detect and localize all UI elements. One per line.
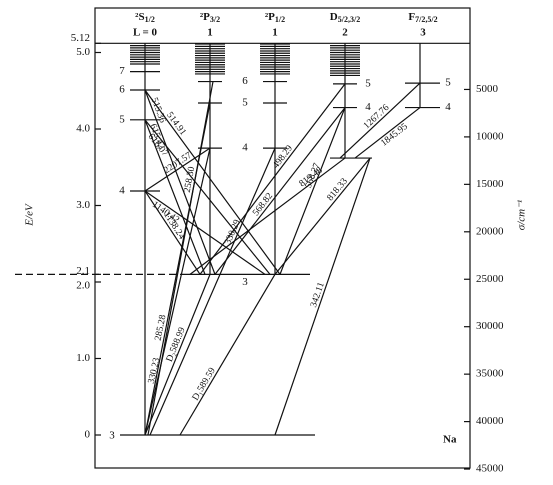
right-tick-label: 20000 [476, 225, 504, 237]
right-tick-label: 10000 [476, 130, 504, 142]
level-label: 3 [242, 276, 248, 288]
transition-line [144, 89, 216, 275]
orbital-l: 2 [342, 27, 348, 39]
transition-label: D₁589.59 [191, 366, 218, 403]
term-sub: 1/2 [275, 15, 285, 24]
term-letter: ²P [200, 11, 210, 23]
term-sub: 3/2 [210, 15, 220, 24]
level-label: 6 [242, 75, 248, 87]
transition-line [179, 274, 276, 436]
term-symbol: ²P1/2 [265, 11, 285, 24]
level-label: 3 [109, 430, 115, 442]
right-tick-label: 15000 [476, 178, 504, 190]
left-tick-label: 2.1 [76, 265, 90, 277]
left-tick-label: 3.0 [76, 199, 90, 211]
level-label: 5 [119, 113, 125, 125]
term-sub: 5/2,3/2 [338, 15, 360, 24]
transition-line [144, 274, 211, 436]
right-tick-label: 30000 [476, 320, 504, 332]
orbital-l: 1 [207, 27, 213, 39]
transition-line [279, 107, 346, 275]
level-label: 4 [365, 101, 371, 113]
left-tick-label: 5.12 [71, 32, 90, 44]
transition-line [199, 83, 346, 275]
term-letter: ²P [265, 11, 275, 23]
right-tick-label: 35000 [476, 368, 504, 380]
level-label: 7 [119, 65, 125, 77]
term-symbol: F7/2,5/2 [408, 11, 437, 24]
term-letter: F [408, 11, 415, 23]
term-symbol: ²S1/2 [135, 11, 155, 24]
orbital-l: 1 [272, 27, 278, 39]
level-label: 4 [119, 184, 125, 196]
transition-label: 342.11 [309, 281, 327, 309]
term-symbol: D5/2,3/2 [330, 11, 360, 24]
transition-line [144, 119, 206, 275]
term-sub: 1/2 [145, 15, 155, 24]
transition-line [144, 190, 266, 275]
transition-line [144, 147, 211, 436]
level-label: 4 [242, 142, 248, 154]
left-axis-label: E/eV [24, 203, 36, 227]
level-label: 4 [445, 101, 451, 113]
right-tick-label: 45000 [476, 463, 504, 475]
term-sub: 7/2,5/2 [415, 15, 437, 24]
transition-line [354, 107, 421, 159]
transition-line [189, 157, 346, 275]
right-tick-label: 25000 [476, 273, 504, 285]
element-label: Na [443, 434, 457, 446]
term-letter: D [330, 11, 338, 23]
transition-label: 285.28 [154, 314, 169, 342]
transition-line [144, 119, 271, 275]
transition-line [149, 147, 276, 436]
right-tick-label: 40000 [476, 415, 504, 427]
level-label: 5 [242, 97, 248, 109]
left-tick-label: 2.0 [76, 280, 90, 292]
transition-line [274, 157, 371, 275]
transition-line [214, 107, 346, 275]
left-tick-label: 5.0 [76, 46, 90, 58]
term-symbol: ²P3/2 [200, 11, 220, 24]
transition-line [274, 157, 371, 436]
orbital-l: 3 [420, 27, 426, 39]
transition-label: 818.33 [326, 176, 350, 203]
transition-line [144, 102, 211, 436]
frame [94, 7, 471, 469]
transition-label: 514.91 [164, 111, 188, 138]
transition-line [144, 89, 281, 275]
transition-line [339, 82, 421, 159]
left-tick-label: 1.0 [76, 352, 90, 364]
transition-line [144, 190, 201, 275]
level-label: 5 [445, 77, 451, 89]
level-label: 6 [119, 84, 125, 96]
left-tick-label: 4.0 [76, 123, 90, 135]
right-tick-label: 5000 [476, 83, 499, 95]
left-tick-label: 0 [85, 429, 91, 441]
term-letter: ²S [135, 11, 144, 23]
orbital-l: L = 0 [133, 27, 157, 39]
right-axis-label: σ/cm⁻¹ [516, 200, 528, 230]
level-label: 5 [365, 77, 371, 89]
